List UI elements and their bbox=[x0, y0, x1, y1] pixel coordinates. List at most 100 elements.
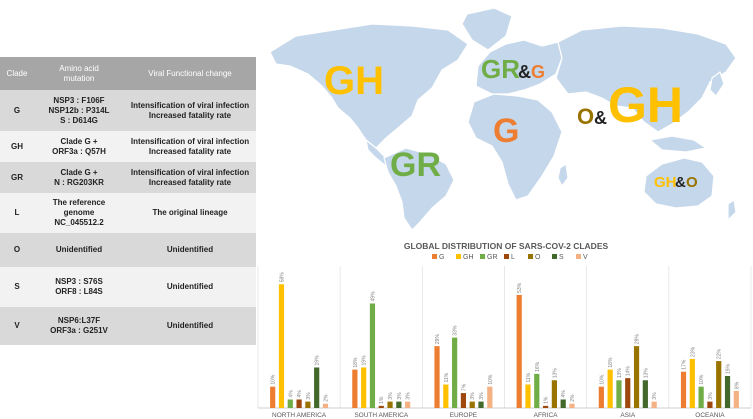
table-row: GH Clade G + ORF3a : Q57H Intensification … bbox=[0, 131, 256, 162]
table-header-row: Clade Amino acid mutation Viral Function… bbox=[0, 57, 256, 90]
data-label: 1% bbox=[379, 396, 385, 404]
bar-s bbox=[560, 399, 566, 408]
world-map: GH GR GR & G G O & GH GH & O bbox=[269, 7, 737, 231]
legend-label-g: G bbox=[439, 254, 444, 261]
bar-o bbox=[305, 401, 311, 408]
clade-cell: V bbox=[0, 307, 34, 345]
bar-gh bbox=[278, 284, 285, 408]
data-label: 29% bbox=[435, 334, 441, 345]
data-label: 3% bbox=[652, 392, 658, 400]
change-cell: Unidentified bbox=[124, 307, 256, 345]
data-label: 17% bbox=[682, 359, 688, 370]
africa-shape bbox=[467, 93, 563, 201]
table-row: O Unidentified Unidentified bbox=[0, 233, 256, 267]
legend-label-gh: GH bbox=[463, 254, 474, 261]
bar-g bbox=[598, 386, 604, 408]
data-label: 13% bbox=[617, 368, 623, 379]
data-label: 3% bbox=[470, 392, 476, 400]
data-label: 14% bbox=[626, 366, 632, 377]
legend-swatch-g bbox=[432, 254, 437, 259]
data-label: 3% bbox=[479, 392, 485, 400]
map-label-south-america: GR bbox=[390, 146, 441, 184]
map-label-europe-g: G bbox=[531, 62, 545, 82]
data-label: 18% bbox=[608, 357, 614, 368]
bar-g bbox=[434, 346, 440, 408]
map-label-europe-gr: GR bbox=[481, 54, 520, 84]
bar-s bbox=[642, 380, 648, 408]
bar-gh bbox=[361, 367, 367, 408]
madagascar-shape bbox=[557, 162, 569, 188]
data-label: 29% bbox=[635, 334, 641, 345]
data-label: 49% bbox=[370, 291, 376, 302]
indonesia-shape bbox=[648, 135, 708, 153]
data-label: 10% bbox=[599, 374, 605, 385]
clade-cell: L bbox=[0, 193, 34, 233]
bar-l bbox=[707, 401, 713, 408]
bar-s bbox=[314, 367, 320, 408]
table-row: L The reference genome NC_045512.2 The ori… bbox=[0, 193, 256, 233]
bar-g bbox=[270, 386, 276, 408]
data-label: 3% bbox=[306, 392, 312, 400]
data-label: 4% bbox=[297, 390, 303, 398]
bar-v bbox=[651, 401, 657, 408]
header-mutation: Amino acid mutation bbox=[34, 57, 124, 90]
japan-shape bbox=[709, 71, 725, 97]
table-row: GR Clade G + N : RG203KR Intensification o… bbox=[0, 162, 256, 193]
legend-swatch-l bbox=[504, 254, 509, 259]
bar-l bbox=[296, 399, 302, 408]
x-tick-label: NORTH AMERICA bbox=[272, 412, 327, 419]
clade-cell: GH bbox=[0, 131, 34, 162]
legend-swatch-o bbox=[528, 254, 533, 259]
x-tick-label: AFRICA bbox=[534, 412, 559, 419]
chart-title: GLOBAL DISTRIBUTION OF SARS-COV-2 CLADES bbox=[404, 241, 609, 251]
map-label-north-america: GH bbox=[324, 59, 384, 103]
clade-distribution-chart: GLOBAL DISTRIBUTION OF SARS-COV-2 CLADES… bbox=[257, 241, 752, 419]
change-cell: Intensification of viral infection Incre… bbox=[124, 90, 256, 131]
bar-l bbox=[460, 393, 467, 408]
data-label: 1% bbox=[544, 396, 550, 404]
bar-o bbox=[716, 361, 722, 408]
map-label-oceania: GH & O bbox=[654, 174, 698, 191]
table-row: V NSP6:L37F ORF3a : G251V Unidentified bbox=[0, 307, 256, 345]
bar-s bbox=[396, 401, 402, 408]
bar-o bbox=[469, 401, 475, 408]
change-cell: Intensification of viral infection Incre… bbox=[124, 162, 256, 193]
legend-swatch-v bbox=[576, 254, 581, 259]
bar-gr bbox=[616, 380, 622, 408]
data-label: 33% bbox=[453, 325, 459, 336]
bar-o bbox=[633, 346, 640, 408]
map-label-oceania-o: O bbox=[686, 174, 698, 191]
data-label: 22% bbox=[717, 349, 723, 360]
south-america-shape bbox=[383, 147, 455, 231]
data-label: 10% bbox=[699, 374, 705, 385]
data-label: 3% bbox=[406, 392, 412, 400]
bar-s bbox=[724, 376, 731, 408]
legend-label-l: L bbox=[511, 254, 515, 261]
change-cell: The original lineage bbox=[124, 193, 256, 233]
map-label-asia-amp: & bbox=[594, 108, 607, 128]
data-label: 15% bbox=[726, 363, 732, 374]
bar-gh bbox=[525, 384, 531, 408]
bar-gh bbox=[443, 384, 449, 408]
change-cell: Intensification of viral infection Incre… bbox=[124, 131, 256, 162]
clade-cell: O bbox=[0, 233, 34, 267]
table-row: S NSP3 : S76S ORF8 : L84S Unidentified bbox=[0, 267, 256, 307]
australia-shape bbox=[643, 157, 715, 209]
mutation-cell: The reference genome NC_045512.2 bbox=[34, 193, 124, 233]
legend-label-s: S bbox=[559, 254, 564, 261]
clade-cell: G bbox=[0, 90, 34, 131]
data-label: 3% bbox=[388, 392, 394, 400]
clade-cell: GR bbox=[0, 162, 34, 193]
legend-label-o: O bbox=[535, 254, 541, 261]
north-america-shape bbox=[269, 23, 469, 149]
bar-o bbox=[387, 401, 393, 408]
clade-cell: S bbox=[0, 267, 34, 307]
x-tick-label: EUROPE bbox=[450, 412, 478, 419]
mutation-cell: Clade G + N : RG203KR bbox=[34, 162, 124, 193]
bar-l bbox=[378, 405, 384, 408]
data-label: 58% bbox=[279, 272, 285, 283]
data-label: 19% bbox=[362, 355, 368, 366]
bar-gr bbox=[287, 399, 293, 408]
bar-gr bbox=[369, 303, 376, 408]
